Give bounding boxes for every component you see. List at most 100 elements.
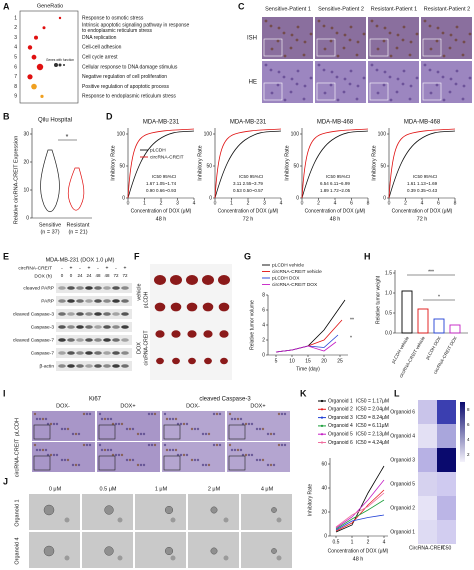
cell [269,463,273,467]
cell [52,422,56,426]
legend-entry: Organoid 6 [328,440,353,446]
cell [295,38,299,42]
band [103,286,111,290]
row-label: circRNA-CREIT [14,438,20,477]
colorbar-tick: 4 [467,437,470,442]
cell [239,448,243,452]
organoid [104,505,114,515]
ic50: 1.67 1.05~1.74 [146,181,177,186]
cell [150,443,154,447]
stain-header: cleaved Caspase-3 [199,397,251,403]
cell [142,463,146,467]
curve [388,128,456,199]
time-label: 72 h [417,216,428,222]
term: Cellular response to DNA damage stimulus [82,64,178,70]
cell [63,458,67,462]
blot-strip [56,283,132,293]
tick-label: 0.5 [385,310,392,316]
image [135,494,186,530]
cell [179,422,183,426]
ic50-header: IC50 95%CI [239,174,263,179]
band [76,312,84,316]
tick-label: 0 [122,195,125,201]
organoid [164,546,174,556]
tumor [172,357,180,365]
cell [282,31,286,35]
cell [147,412,151,416]
band [103,364,111,368]
cell [415,32,419,36]
tick-label: 4 [383,539,386,545]
band [103,338,111,342]
tick-label: 0 [388,200,391,206]
band [103,299,111,303]
axis-label: Inhibitory Rate [284,145,290,180]
cell [355,97,359,101]
cell [401,38,405,42]
blot-strip [56,296,132,306]
band [76,286,84,290]
image [241,494,292,530]
column-header: Sensitive-Patient 1 [265,6,311,12]
axis-label: Concentration of DOX (μM) [328,548,389,554]
row-label: circRNA-CREIT [143,331,149,366]
band [85,364,93,368]
tumor [171,330,181,338]
legend-ic50: IC50 = 6.11μM [356,423,389,429]
cell [106,417,110,421]
tumor [155,330,165,338]
cell [462,40,466,44]
band [85,325,93,329]
tumor [186,302,198,312]
cell [100,448,104,452]
legend-dot [58,63,62,67]
band [76,351,84,355]
bar [401,290,413,334]
band [112,325,120,329]
row-label: Organoid 1 [390,529,415,535]
row-label: Organoid 5 [390,481,415,487]
cell [153,443,157,447]
cell [114,422,118,426]
band [67,364,75,368]
band [121,299,129,303]
dose-header: 0 μM [49,486,62,492]
bar [417,308,429,334]
tick-label: 100 [378,131,387,137]
blot-strip [56,309,132,319]
cell [55,422,59,426]
image [368,17,419,59]
ic50-header: IC50 95%CI [152,174,176,179]
group-count: (n = 21) [68,229,87,235]
cell [136,463,140,467]
row-label: Organoid 1 [14,499,20,526]
tick-label: 8 [14,84,17,90]
cell [303,84,307,88]
cell [429,47,433,51]
axis-label: Relative circRNA-CREIT Expression [13,136,19,225]
term: DNA replication [82,35,117,41]
image [368,61,419,103]
tick-label: 50 [380,163,386,169]
tick-label: 5 [275,358,278,364]
curve [275,319,343,353]
cell [276,83,280,87]
band [67,299,75,303]
cell [44,417,48,421]
band [67,286,75,290]
legend-entry: Organoid 4 [328,423,353,429]
cell [442,54,446,58]
cell [204,463,208,467]
image [421,17,472,59]
image [315,17,366,59]
cell [71,463,75,467]
cell [201,432,205,436]
panel-letter: D [106,111,113,121]
cell [283,412,287,416]
axis-label: Relative tumor weight [375,275,381,324]
legend-marker [320,441,324,444]
cell [408,53,412,57]
axis-label: Concentration of DOX (μM) [305,208,366,214]
cell [247,422,251,426]
cell [111,422,115,426]
